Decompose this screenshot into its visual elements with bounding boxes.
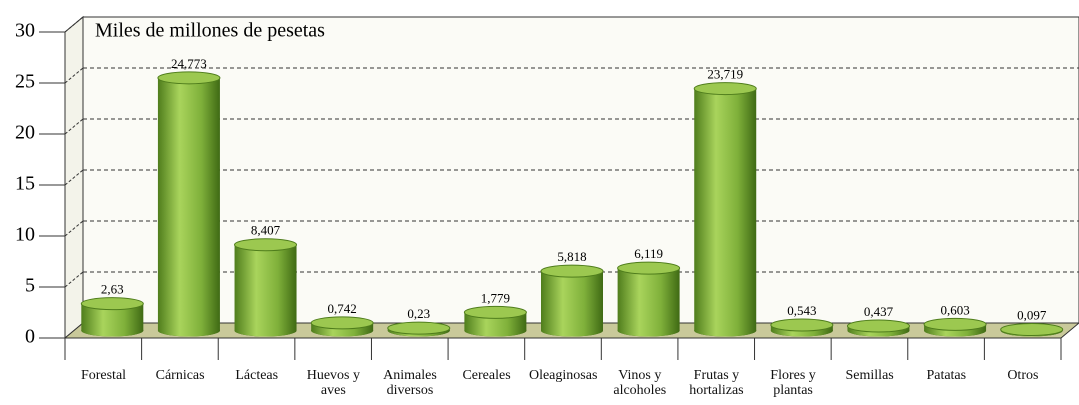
value-label: 23,719 [707, 67, 743, 82]
value-label: 24,773 [171, 56, 207, 71]
grid-line [64, 169, 84, 186]
value-label: 6,119 [634, 246, 663, 261]
bar [693, 82, 757, 337]
bar [80, 297, 144, 337]
value-label: 2,63 [101, 282, 124, 297]
value-label: 8,407 [251, 223, 281, 238]
bar-top [540, 264, 604, 278]
x-tick-label: Flores y plantas [770, 368, 816, 398]
y-tick-label: 0 [25, 326, 35, 348]
x-tick-label: Cárnicas [155, 368, 205, 383]
bar [310, 316, 374, 337]
bar [157, 71, 221, 337]
bar [387, 321, 451, 337]
grid-line [64, 67, 84, 84]
bar [463, 305, 527, 337]
y-tick-label: 20 [15, 122, 35, 144]
bar-top [770, 318, 834, 332]
bar-top [1000, 323, 1064, 337]
value-label: 0,543 [787, 303, 816, 318]
bar-base-front [81, 324, 144, 337]
x-tick-label: Patatas [926, 368, 967, 383]
bar-top [387, 321, 451, 335]
y-tick-label: 5 [25, 275, 35, 297]
bar [540, 264, 604, 337]
bar [1000, 323, 1064, 337]
value-label: 0,603 [940, 302, 969, 317]
x-tick-label: Semillas [845, 368, 894, 383]
value-label: 0,437 [864, 304, 894, 319]
x-tick-label: Cereales [462, 368, 511, 383]
bar-base-front [541, 324, 603, 337]
y-tick-label: 25 [15, 71, 35, 93]
grid-line [64, 16, 84, 33]
x-tick-label: Oleaginosas [528, 368, 598, 383]
grid-line [64, 271, 84, 288]
bar-top [234, 238, 298, 252]
bar-body [694, 88, 757, 331]
value-label: 0,097 [1017, 307, 1047, 322]
bar-top [157, 71, 221, 85]
x-tick-label: Huevos y aves [306, 368, 360, 398]
bar [923, 317, 987, 337]
x-tick-label: Forestal [80, 368, 127, 383]
bar [846, 319, 910, 337]
bar-top [923, 317, 987, 331]
value-label: 0,742 [328, 301, 357, 316]
bar-base-front [617, 324, 680, 337]
x-tick-label: Animales diversos [383, 368, 437, 398]
x-tick-label: Vinos y alcoholes [613, 368, 667, 398]
bar-top [846, 319, 910, 333]
bar-body [234, 244, 297, 331]
y-tick-label: 15 [15, 173, 35, 195]
bar-base-front [694, 324, 757, 337]
bar-body [617, 268, 680, 331]
bar [234, 238, 298, 337]
bar-top [80, 297, 144, 311]
y-tick-label: 30 [15, 20, 35, 42]
x-tick-label: Otros [1007, 368, 1039, 383]
value-label: 5,818 [557, 249, 586, 264]
bar [770, 318, 834, 337]
value-label: 1,779 [481, 290, 510, 305]
bar-top [310, 316, 374, 330]
bar-base-front [464, 324, 527, 337]
bar [617, 261, 681, 337]
grid-line [64, 118, 84, 135]
x-tick-label: Lácteas [235, 368, 279, 383]
bar-top [617, 261, 681, 275]
bar-top [693, 82, 757, 96]
bar-body [157, 77, 220, 331]
grid-line [64, 220, 84, 237]
y-tick-label: 10 [15, 224, 35, 246]
x-tick-label: Frutas y hortalizas [689, 368, 744, 398]
bar-base-front [234, 324, 297, 337]
bar-top [463, 305, 527, 319]
bar-body [541, 271, 603, 331]
bar-base-front [157, 324, 220, 337]
annotation: Miles de millones de pesetas [95, 20, 325, 42]
value-label: 0,23 [407, 306, 430, 321]
